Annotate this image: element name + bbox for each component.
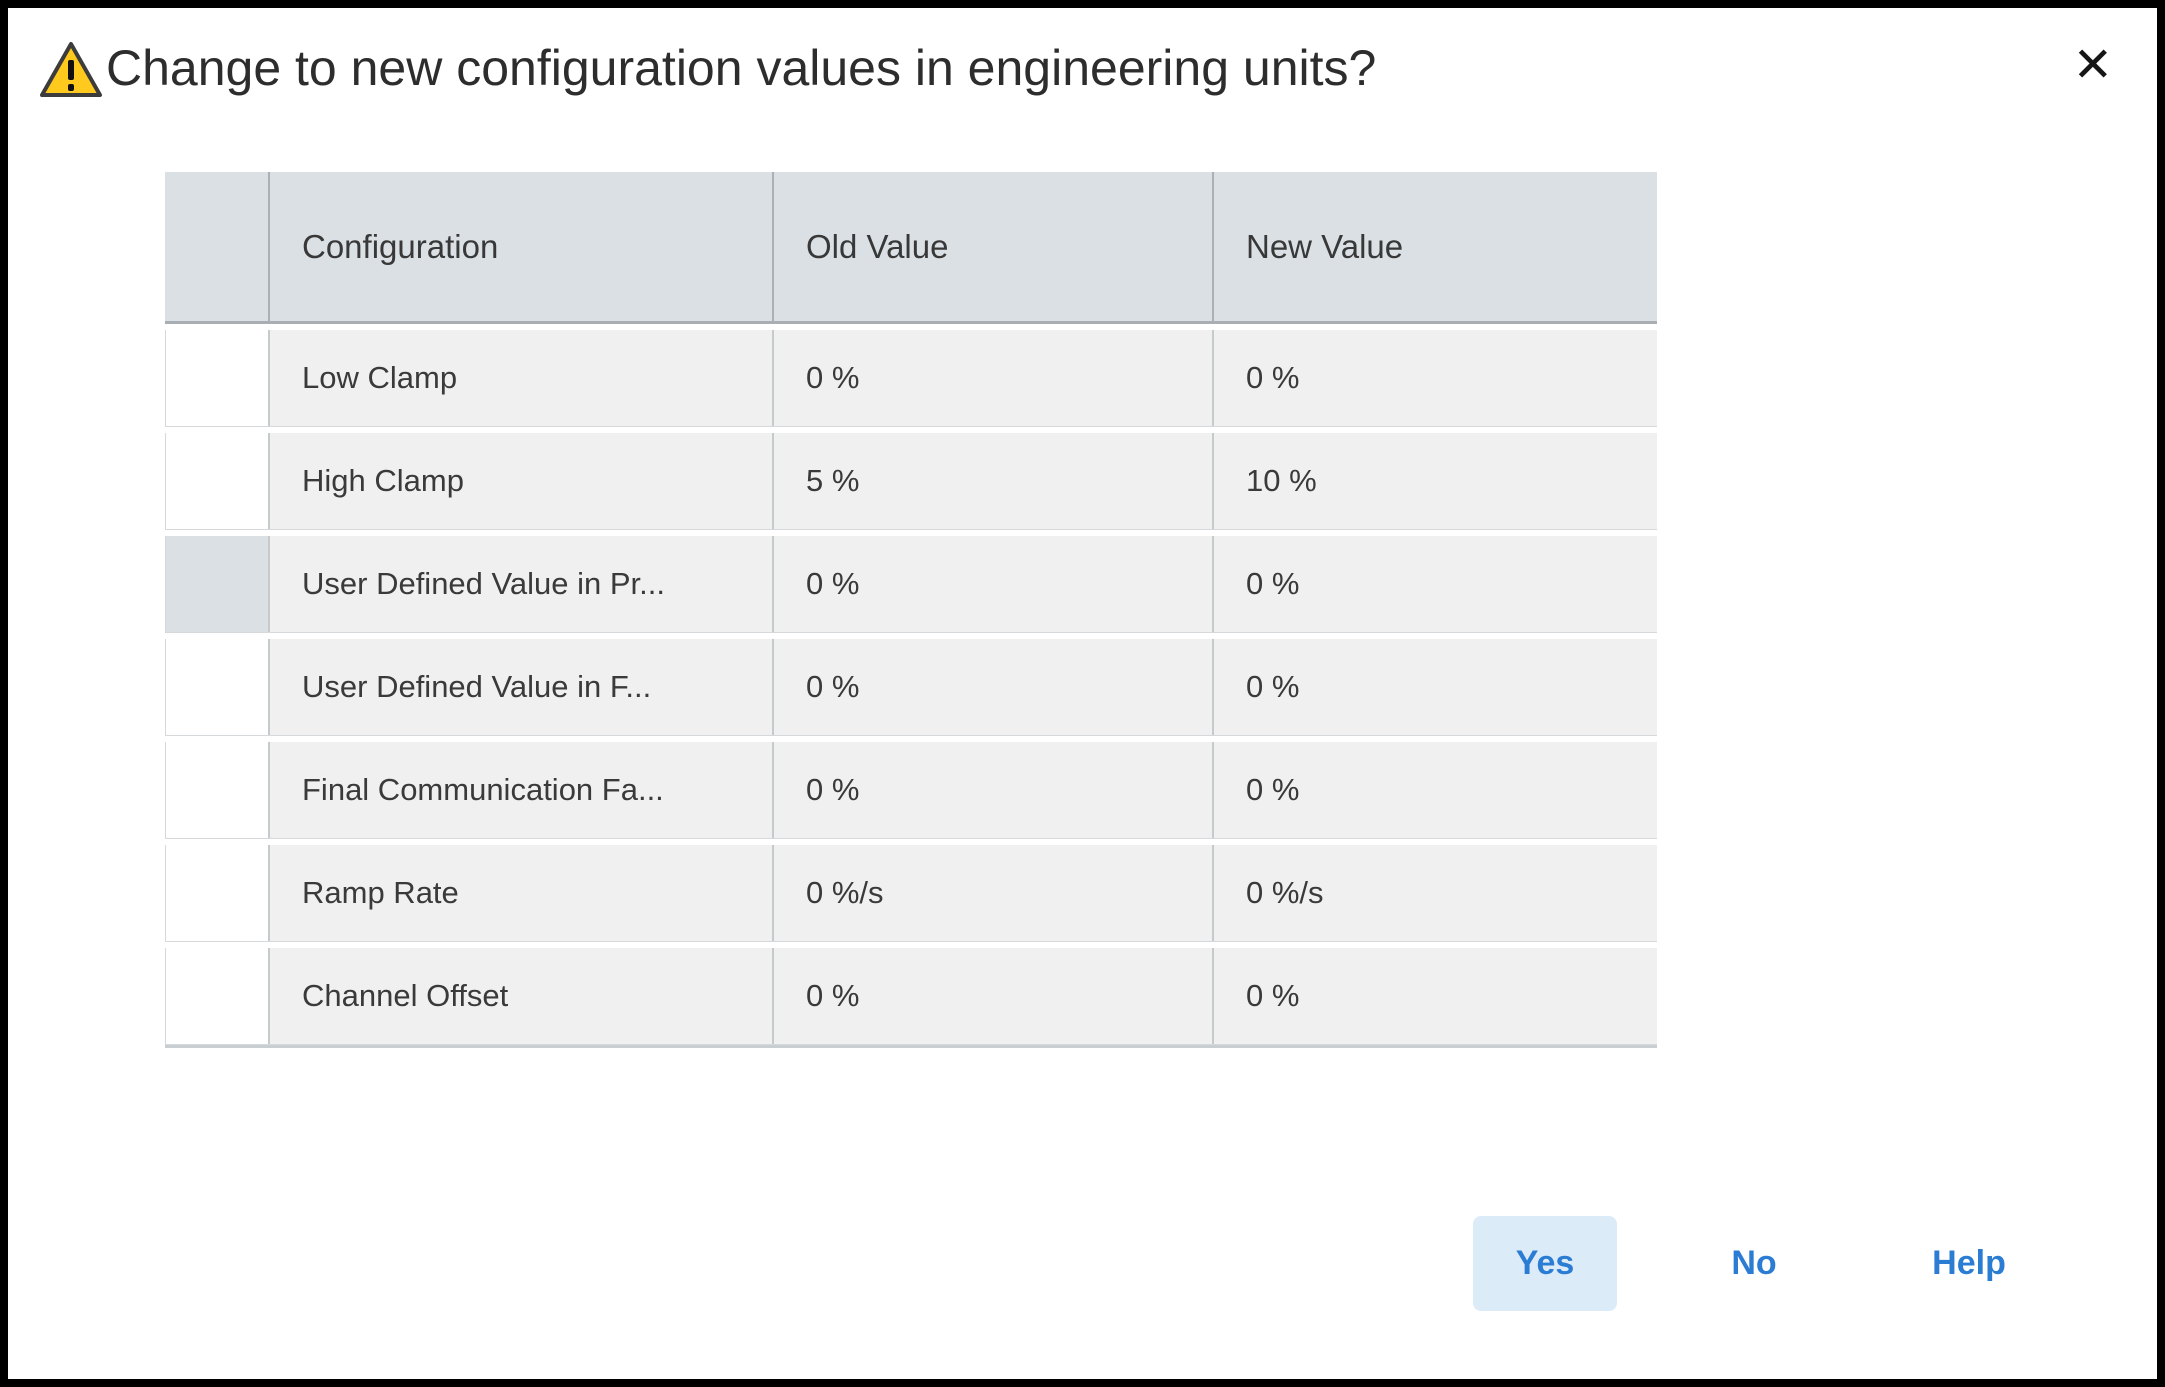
- table-row[interactable]: Low Clamp 0 % 0 %: [165, 330, 1657, 427]
- no-button[interactable]: No: [1679, 1216, 1829, 1311]
- yes-button[interactable]: Yes: [1473, 1216, 1617, 1311]
- configuration-table: Configuration Old Value New Value Low Cl…: [165, 172, 1657, 1048]
- header-selector: [165, 172, 270, 321]
- dialog-header: Change to new configuration values in en…: [38, 36, 2119, 100]
- old-value-cell: 0 %: [774, 330, 1214, 426]
- help-button[interactable]: Help: [1889, 1216, 2049, 1311]
- new-value-cell: 0 %/s: [1214, 845, 1657, 941]
- close-icon[interactable]: ✕: [2072, 39, 2113, 92]
- row-selector-cell[interactable]: [165, 742, 270, 838]
- row-selector-cell[interactable]: [165, 433, 270, 529]
- new-value-cell: 0 %: [1214, 639, 1657, 735]
- table-header-row: Configuration Old Value New Value: [165, 172, 1657, 324]
- table-row[interactable]: Channel Offset 0 % 0 %: [165, 948, 1657, 1045]
- header-old-value: Old Value: [774, 172, 1214, 321]
- table-row[interactable]: Final Communication Fa... 0 % 0 %: [165, 742, 1657, 839]
- dialog-footer: Yes No Help: [1473, 1216, 2049, 1311]
- row-selector-cell[interactable]: [165, 536, 270, 632]
- table-row[interactable]: User Defined Value in F... 0 % 0 %: [165, 639, 1657, 736]
- new-value-cell: 0 %: [1214, 948, 1657, 1044]
- configuration-cell: Final Communication Fa...: [270, 742, 774, 838]
- old-value-cell: 0 %/s: [774, 845, 1214, 941]
- new-value-cell: 10 %: [1214, 433, 1657, 529]
- table-row[interactable]: User Defined Value in Pr... 0 % 0 %: [165, 536, 1657, 633]
- row-selector-cell[interactable]: [165, 948, 270, 1044]
- old-value-cell: 0 %: [774, 948, 1214, 1044]
- row-selector-cell[interactable]: [165, 845, 270, 941]
- table-body: Low Clamp 0 % 0 % High Clamp 5 % 10 % Us…: [165, 330, 1657, 1048]
- row-selector-cell[interactable]: [165, 330, 270, 426]
- configuration-cell: User Defined Value in Pr...: [270, 536, 774, 632]
- configuration-cell: Ramp Rate: [270, 845, 774, 941]
- table-row[interactable]: Ramp Rate 0 %/s 0 %/s: [165, 845, 1657, 942]
- old-value-cell: 0 %: [774, 639, 1214, 735]
- old-value-cell: 0 %: [774, 742, 1214, 838]
- new-value-cell: 0 %: [1214, 330, 1657, 426]
- configuration-cell: High Clamp: [270, 433, 774, 529]
- configuration-cell: Low Clamp: [270, 330, 774, 426]
- header-new-value: New Value: [1246, 227, 1404, 265]
- old-value-cell: 5 %: [774, 433, 1214, 529]
- new-value-cell: 0 %: [1214, 742, 1657, 838]
- configuration-cell: Channel Offset: [270, 948, 774, 1044]
- old-value-cell: 0 %: [774, 536, 1214, 632]
- header-configuration: Configuration: [270, 172, 774, 321]
- dialog-title: Change to new configuration values in en…: [106, 40, 1377, 96]
- new-value-cell: 0 %: [1214, 536, 1657, 632]
- table-row[interactable]: High Clamp 5 % 10 %: [165, 433, 1657, 530]
- warning-icon: [40, 42, 102, 97]
- configuration-cell: User Defined Value in F...: [270, 639, 774, 735]
- row-selector-cell[interactable]: [165, 639, 270, 735]
- confirmation-dialog: Change to new configuration values in en…: [8, 8, 2157, 1379]
